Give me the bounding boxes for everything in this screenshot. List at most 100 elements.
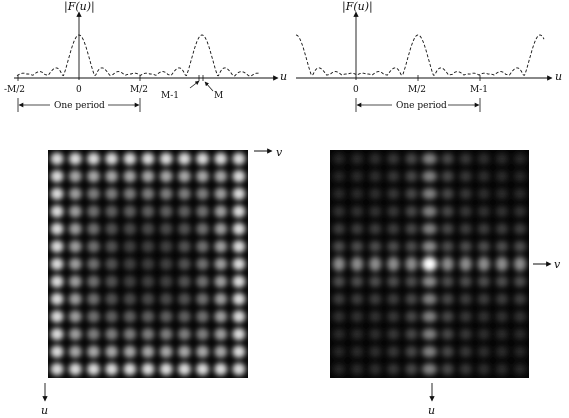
spectrum-lobe xyxy=(105,257,119,271)
spectrum-lobe xyxy=(159,170,173,183)
spectrum-lobe xyxy=(196,345,209,359)
spectrum-lobe xyxy=(332,223,346,235)
spectrum-lobe xyxy=(196,152,209,166)
spectrum-lobe xyxy=(405,205,418,218)
spectrum-lobe xyxy=(387,293,400,305)
spectrum-lobe xyxy=(387,256,400,272)
spectrum-lobe xyxy=(68,292,82,306)
spectrum-lobe xyxy=(513,240,527,253)
spectrum-lobe xyxy=(87,187,100,201)
spectrum-lobe xyxy=(141,222,155,236)
spectrum-lobe xyxy=(87,170,100,183)
top-right-spectrum-curve xyxy=(295,34,545,76)
bottom-left-spectrum-lobes xyxy=(50,152,246,376)
spectrum-lobe xyxy=(214,205,228,218)
spectrum-lobe xyxy=(232,170,246,183)
spectrum-lobe xyxy=(50,170,64,183)
spectrum-lobe xyxy=(141,292,155,306)
spectrum-lobe xyxy=(196,170,209,183)
spectrum-lobe xyxy=(177,222,191,236)
spectrum-lobe xyxy=(477,256,491,272)
label-m-minus-one: M-1 xyxy=(161,91,179,101)
top-left-y-label: |F(u)| xyxy=(64,0,95,14)
spectrum-lobe xyxy=(495,223,509,235)
spectrum-lobe xyxy=(495,310,509,323)
spectrum-lobe xyxy=(513,170,527,183)
spectrum-lobe xyxy=(477,153,491,165)
spectrum-lobe xyxy=(441,363,454,376)
spectrum-lobe xyxy=(177,187,191,201)
spectrum-lobe xyxy=(214,292,228,306)
spectrum-lobe xyxy=(405,310,418,323)
spectrum-lobe xyxy=(68,327,82,341)
spectrum-lobe xyxy=(68,275,82,288)
spectrum-lobe xyxy=(141,310,155,323)
spectrum-lobe xyxy=(387,363,400,376)
spectrum-lobe xyxy=(387,188,400,200)
spectrum-lobe xyxy=(332,170,346,183)
spectrum-lobe xyxy=(50,187,64,201)
spectrum-lobe xyxy=(196,222,209,236)
spectrum-lobe xyxy=(332,275,346,288)
spectrum-lobe xyxy=(495,328,509,341)
spectrum-lobe xyxy=(50,222,64,236)
spectrum-lobe xyxy=(495,153,509,165)
spectrum-lobe xyxy=(123,257,137,271)
period-label: One period xyxy=(54,101,105,111)
spectrum-lobe xyxy=(196,257,209,271)
spectrum-lobe xyxy=(50,240,64,253)
spectrum-lobe xyxy=(141,345,155,359)
spectrum-lobe xyxy=(177,292,191,306)
spectrum-lobe xyxy=(105,170,119,183)
spectrum-lobe xyxy=(159,362,173,376)
spectrum-lobe xyxy=(87,152,100,166)
spectrum-lobe xyxy=(459,363,473,376)
spectrum-lobe xyxy=(87,292,100,306)
spectrum-lobe xyxy=(141,187,155,201)
spectrum-lobe xyxy=(368,363,382,376)
spectrum-lobe xyxy=(421,293,438,305)
spectrum-lobe xyxy=(332,328,346,341)
spectrum-lobe xyxy=(421,328,438,341)
spectrum-lobe xyxy=(441,240,454,253)
label-m: M xyxy=(214,91,223,101)
spectrum-lobe xyxy=(123,310,137,323)
spectrum-lobe xyxy=(159,187,173,201)
spectrum-lobe xyxy=(421,240,438,253)
spectrum-lobe xyxy=(232,152,246,166)
spectrum-lobe xyxy=(350,256,364,272)
spectrum-lobe xyxy=(387,328,400,341)
spectrum-lobe xyxy=(459,153,473,165)
spectrum-lobe xyxy=(441,293,454,305)
spectrum-lobe xyxy=(87,240,100,253)
spectrum-lobe xyxy=(68,222,82,236)
leader-m-minus-one xyxy=(189,80,200,89)
spectrum-lobe xyxy=(459,293,473,305)
spectrum-lobe xyxy=(459,188,473,200)
spectrum-lobe xyxy=(459,345,473,358)
spectrum-lobe xyxy=(232,292,246,306)
spectrum-lobe xyxy=(368,293,382,305)
spectrum-lobe xyxy=(141,327,155,341)
spectrum-lobe xyxy=(68,187,82,201)
bottom-left-u-label: u xyxy=(41,404,48,417)
spectrum-lobe xyxy=(87,222,100,236)
spectrum-lobe xyxy=(387,345,400,358)
spectrum-lobe xyxy=(368,240,382,253)
spectrum-lobe xyxy=(350,170,364,183)
tick-label-minus-m-half: -M/2 xyxy=(4,85,25,95)
spectrum-lobe xyxy=(421,256,438,272)
spectrum-lobe xyxy=(477,170,491,183)
spectrum-lobe xyxy=(105,222,119,236)
spectrum-lobe xyxy=(421,345,438,358)
spectrum-lobe xyxy=(332,363,346,376)
spectrum-lobe xyxy=(441,205,454,218)
spectrum-lobe xyxy=(87,345,100,359)
top-left-spectrum-curve xyxy=(16,34,261,77)
spectrum-lobe xyxy=(141,275,155,288)
spectrum-lobe xyxy=(50,205,64,218)
spectrum-lobe xyxy=(196,327,209,341)
spectrum-lobe xyxy=(141,152,155,166)
spectrum-lobe xyxy=(405,170,418,183)
spectrum-lobe xyxy=(513,310,527,323)
